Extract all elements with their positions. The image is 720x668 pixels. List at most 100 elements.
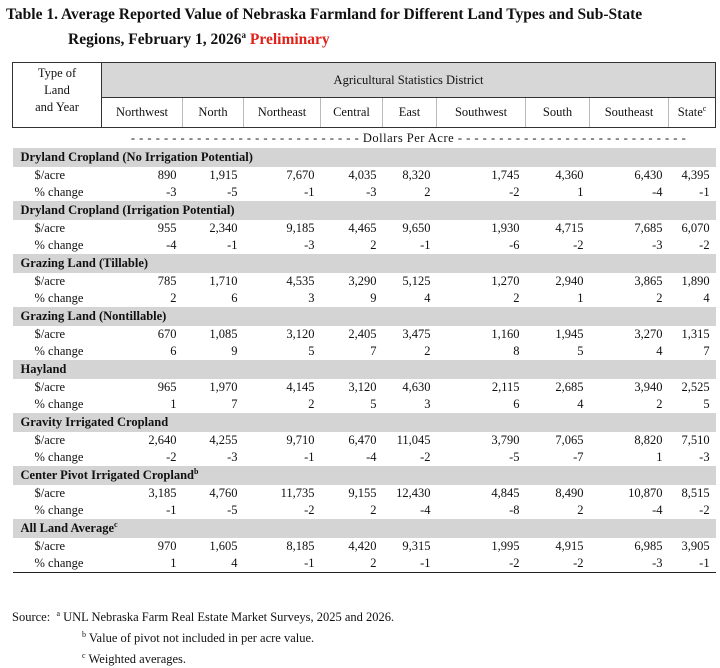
table-cell: 3,475	[402, 327, 431, 341]
table-cell: 2	[370, 503, 377, 517]
row-label: $/acre	[34, 486, 66, 500]
table-cell: 1,315	[681, 327, 710, 341]
table-cell: 6	[513, 397, 520, 411]
column-header-northeast: Northeast	[243, 97, 321, 128]
table-cell: 8,820	[634, 433, 663, 447]
table-cell: -3	[652, 238, 663, 252]
table-title: Table 1. Average Reported Value of Nebra…	[6, 4, 714, 50]
table-cell: 2,525	[681, 380, 710, 394]
row-label: % change	[34, 503, 84, 517]
table-cell: -5	[227, 503, 238, 517]
table-cell: 9	[370, 291, 377, 305]
table-cell: 2	[170, 291, 177, 305]
table-cell: -5	[509, 450, 520, 464]
table-cell: -2	[509, 185, 520, 199]
column-header-row: Northwest North Northeast Central East Southw…	[13, 97, 717, 128]
table-cell: -1	[227, 238, 238, 252]
table-cell: 4,420	[348, 539, 377, 553]
table-cell: 2	[424, 344, 431, 358]
table-cell: 7,670	[286, 168, 315, 182]
table-cell: 2	[370, 238, 377, 252]
table-cell: 9,155	[348, 486, 377, 500]
table-cell: -2	[573, 556, 584, 570]
percent-change-row: % change 6 9 5 7 2 8 5 4 7	[13, 343, 716, 360]
percent-change-row: % change -4 -1 -3 2 -1 -6 -2 -3 -2	[13, 237, 716, 254]
table-cell: 4,255	[209, 433, 238, 447]
source-note-a: Source: a UNL Nebraska Farm Real Estate …	[12, 609, 395, 625]
table-cell: -4	[366, 450, 377, 464]
table-cell: 5	[370, 397, 377, 411]
table-cell: 4	[703, 291, 710, 305]
table-cell: 9,650	[402, 221, 431, 235]
table-cell: 2,405	[348, 327, 377, 341]
farmland-value-table: Type of Land and Year Agricultural Stati…	[12, 62, 717, 573]
dollars-per-acre-label: - - - - - - - - - - - - - - - - - - - - …	[130, 130, 687, 145]
table-cell: 1	[577, 185, 584, 199]
table-cell: 9,315	[402, 539, 431, 553]
table-cell: -5	[227, 185, 238, 199]
table-cell: 6,070	[681, 221, 710, 235]
row-label: $/acre	[34, 539, 66, 553]
table-cell: 1,995	[491, 539, 520, 553]
category-row: Gravity Irrigated Cropland	[12, 413, 716, 432]
table-cell: 3,120	[286, 327, 315, 341]
table-cell: 2	[308, 397, 315, 411]
district-header: Agricultural Statistics District	[100, 62, 717, 98]
row-label: $/acre	[34, 380, 66, 394]
table-cell: -3	[699, 450, 710, 464]
column-header-north: North	[182, 97, 244, 128]
row-label: $/acre	[34, 327, 66, 341]
table-cell: 8,320	[402, 168, 431, 182]
table-cell: 1,970	[209, 380, 238, 394]
table-cell: 5	[577, 344, 584, 358]
row-label: $/acre	[34, 221, 66, 235]
table-cell: 6,985	[634, 539, 663, 553]
table-cell: 4,465	[348, 221, 377, 235]
table-cell: 8	[513, 344, 520, 358]
table-cell: 11,045	[396, 433, 431, 447]
table-cell: 3,120	[348, 380, 377, 394]
table-cell: -3	[366, 185, 377, 199]
table-cell: 10,870	[628, 486, 663, 500]
category-row: Center Pivot Irrigated Croplandb	[12, 466, 716, 485]
row-label: % change	[34, 291, 84, 305]
table-cell: 2	[656, 291, 663, 305]
table-cell: -6	[509, 238, 520, 252]
table-cell: 4,630	[402, 380, 431, 394]
preliminary-label: Preliminary	[249, 31, 330, 49]
row-label: $/acre	[34, 168, 66, 182]
table-cell: 4	[577, 397, 584, 411]
dollars-per-acre-row: $/acre 670 1,085 3,120 2,405 3,475 1,160 1,945 3…	[13, 326, 716, 343]
table-cell: 7,685	[634, 221, 663, 235]
row-label: $/acre	[34, 274, 66, 288]
title-footnote-marker: a	[241, 30, 247, 40]
row-label: $/acre	[34, 433, 66, 447]
table-cell: -3	[304, 238, 315, 252]
table-cell: 3,270	[634, 327, 663, 341]
table-cell: -1	[699, 185, 710, 199]
table-cell: 2	[656, 397, 663, 411]
category-label: Gravity Irrigated Cropland	[12, 413, 716, 432]
source-notes: Source: a UNL Nebraska Farm Real Estate …	[12, 605, 712, 668]
table-cell: 4,535	[286, 274, 315, 288]
row-label: % change	[34, 185, 84, 199]
table-cell: 1,710	[209, 274, 238, 288]
table-cell: 4	[231, 556, 238, 570]
category-row: Grazing Land (Nontillable)	[12, 307, 716, 326]
table-cell: 6	[170, 344, 177, 358]
table-cell: 970	[157, 539, 177, 553]
table-cell: -3	[227, 450, 238, 464]
table-cell: 2,640	[148, 433, 177, 447]
table-cell: -3	[166, 185, 177, 199]
table-cell: -1	[699, 556, 710, 570]
table-cell: 9,185	[286, 221, 315, 235]
table-cell: -4	[652, 503, 663, 517]
table-cell: 1	[656, 450, 663, 464]
table-cell: -1	[420, 556, 431, 570]
table-cell: 7	[370, 344, 377, 358]
table-cell: 4	[424, 291, 431, 305]
table-cell: -2	[699, 238, 710, 252]
table-cell: 3,905	[681, 539, 710, 553]
table-cell: 9	[231, 344, 238, 358]
category-row: All Land Averagec	[12, 519, 716, 538]
